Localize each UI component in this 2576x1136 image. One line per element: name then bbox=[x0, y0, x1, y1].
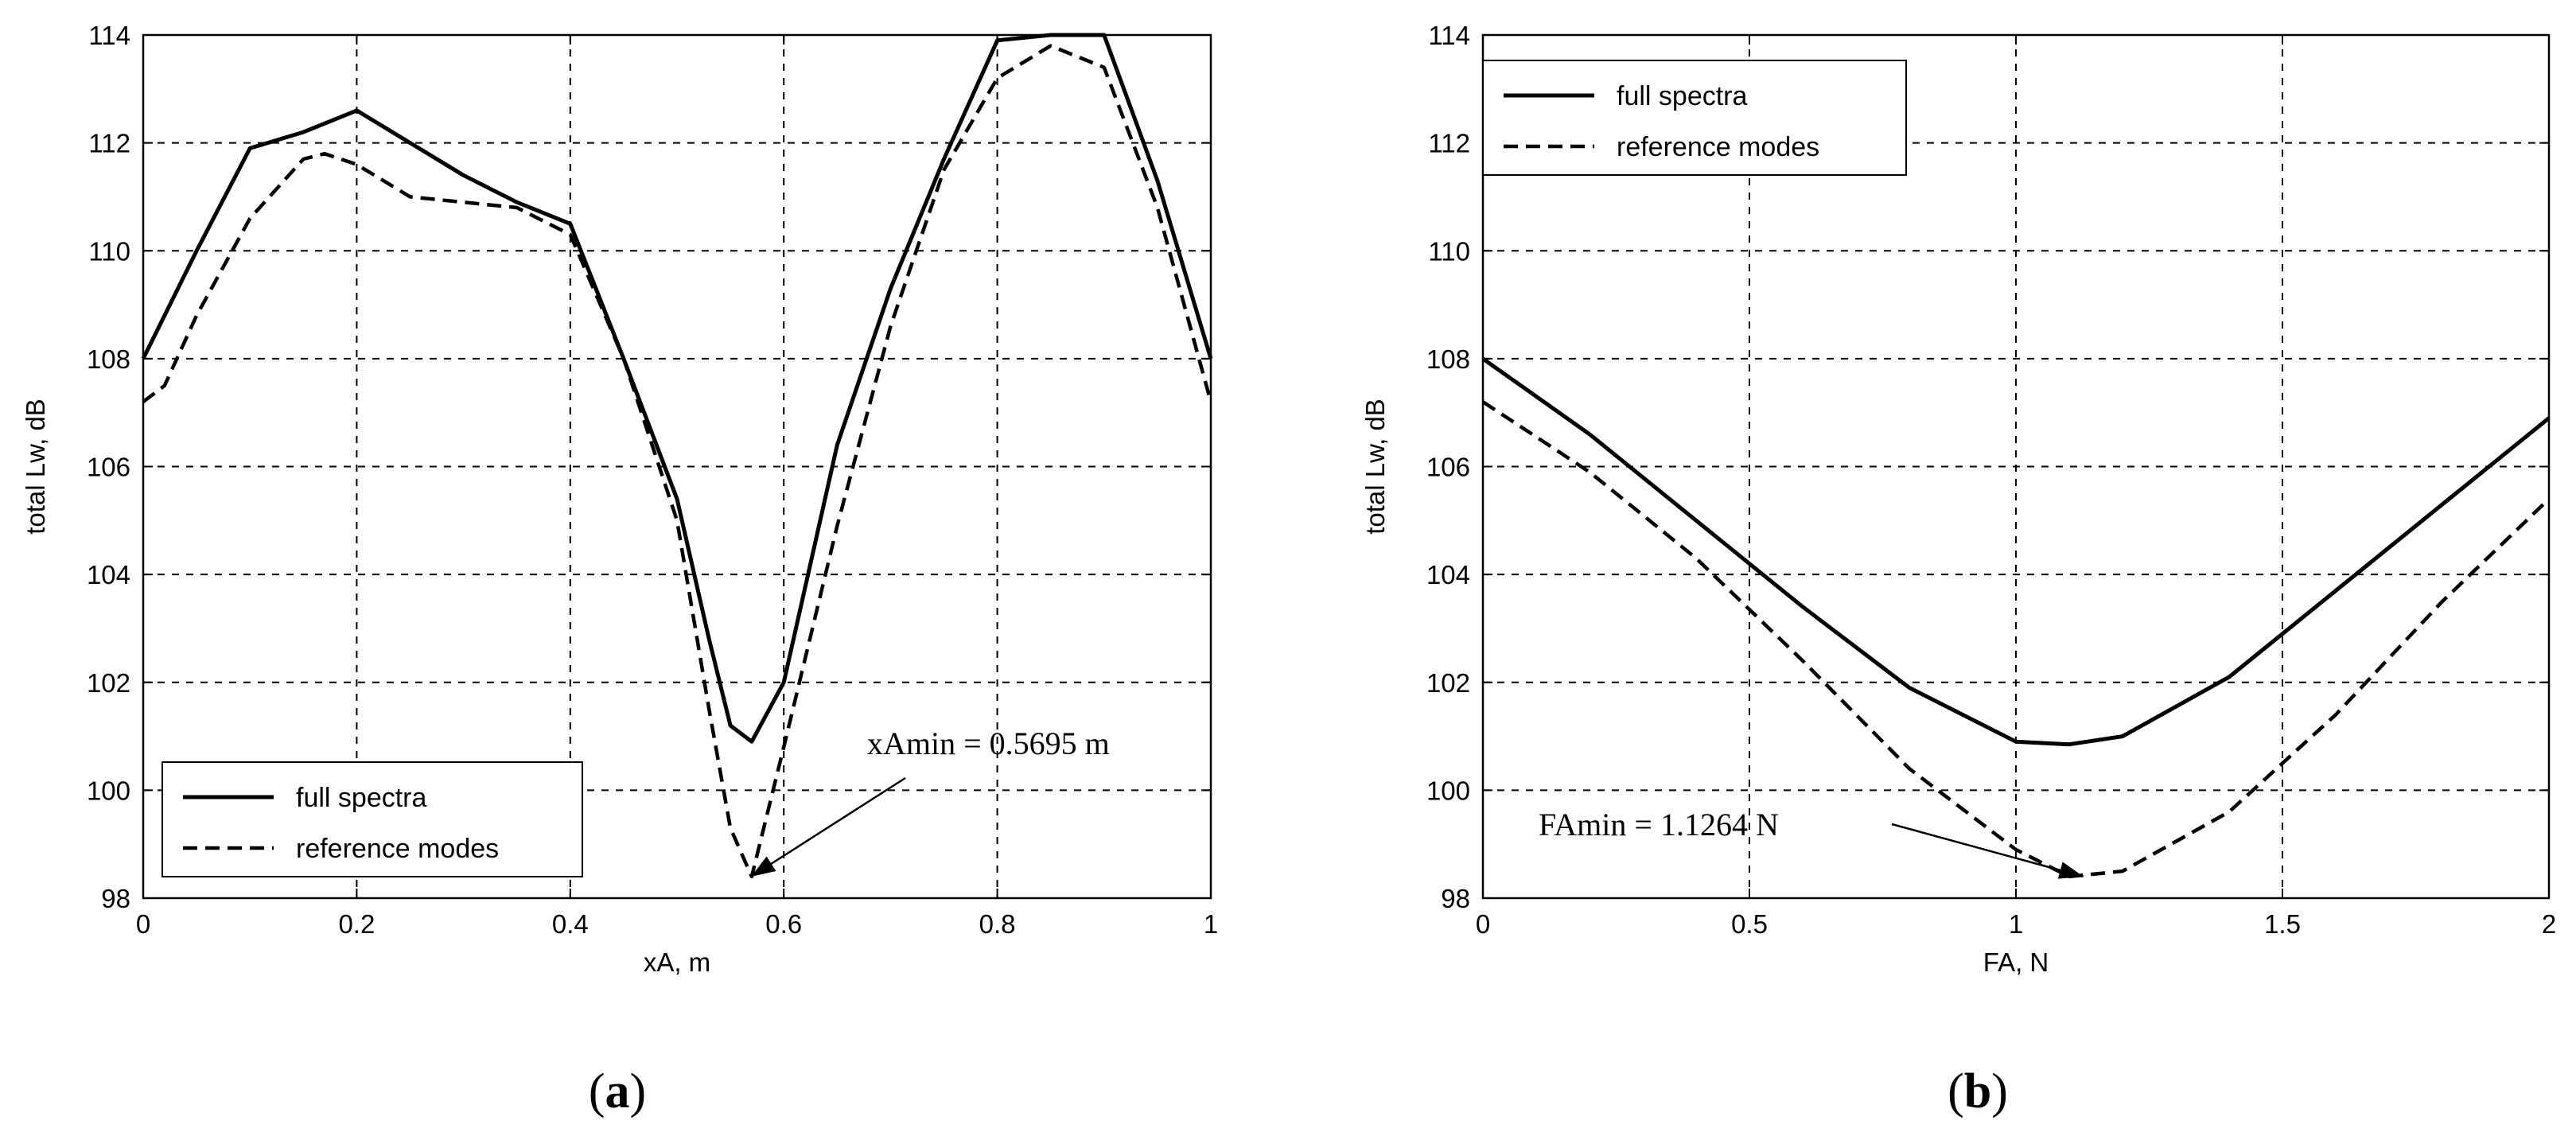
chart-a-ytick-label: 112 bbox=[88, 129, 130, 158]
chart-a-ytick-label: 108 bbox=[87, 344, 130, 374]
chart-b-xtick-label: 1 bbox=[2009, 909, 2023, 939]
chart-b-xtick-label: 0 bbox=[1476, 909, 1490, 939]
chart-b-annotation-text: FAmin = 1.1264 N bbox=[1539, 807, 1779, 842]
chart-a: 0 0.2 0.4 0.6 0.8 1 98 100 102 104 106 108 110 112 114… bbox=[21, 21, 1218, 1118]
chart-b-legend-label: full spectra bbox=[1617, 81, 1747, 111]
chart-b-annotation-arrowhead bbox=[2057, 862, 2084, 879]
chart-a-ylabel: total Lw, dB bbox=[21, 399, 50, 535]
chart-b-ytick-label: 98 bbox=[1441, 884, 1470, 913]
chart-a-ytick-label: 100 bbox=[87, 776, 130, 805]
chart-b-ytick-label: 108 bbox=[1426, 344, 1470, 374]
chart-a-annotation-text: xAmin = 0.5695 m bbox=[867, 726, 1110, 761]
chart-b-legend-box bbox=[1482, 60, 1907, 176]
chart-b-xtick-label: 2 bbox=[2542, 909, 2556, 939]
chart-b-legend: full spectra reference modes bbox=[1482, 60, 1907, 176]
chart-a-xtick-label: 0.4 bbox=[552, 909, 589, 939]
chart-b-ytick-label: 102 bbox=[1426, 668, 1470, 698]
chart-a-ytick-label: 98 bbox=[101, 884, 130, 913]
chart-a-legend-label: full spectra bbox=[296, 783, 426, 813]
chart-a-ytick-label: 110 bbox=[88, 236, 130, 266]
chart-a-annotation-arrowhead bbox=[751, 856, 776, 877]
chart-b-legend-label: reference modes bbox=[1617, 132, 1819, 162]
chart-b-ytick-label: 114 bbox=[1428, 21, 1470, 50]
chart-a-xtick-label: 0.6 bbox=[765, 909, 802, 939]
chart-a-xtick-label: 1 bbox=[1204, 909, 1218, 939]
chart-b-annotation-arrow bbox=[1891, 823, 2084, 878]
chart-a-ytick-label: 104 bbox=[87, 560, 130, 589]
chart-a-legend: full spectra reference modes bbox=[161, 761, 583, 877]
chart-b-series-full-spectra bbox=[1481, 356, 2551, 747]
chart-a-legend-label: reference modes bbox=[296, 834, 499, 864]
chart-b-ytick-label: 112 bbox=[1428, 129, 1470, 158]
chart-b-ylabel: total Lw, dB bbox=[1360, 399, 1390, 535]
chart-a-ytick-label: 102 bbox=[87, 668, 130, 698]
chart-a-xlabel: xA, m bbox=[644, 947, 710, 977]
chart-b-caption: (b) bbox=[1948, 1064, 2008, 1118]
chart-a-ytick-label: 114 bbox=[88, 21, 130, 50]
chart-b-ytick-label: 100 bbox=[1426, 776, 1470, 805]
chart-b-ytick-label: 106 bbox=[1426, 453, 1470, 482]
chart-a-series-full-spectra bbox=[141, 33, 1213, 744]
chart-b-xtick-label: 1.5 bbox=[2264, 909, 2301, 939]
chart-a-xtick-label: 0.2 bbox=[338, 909, 375, 939]
chart-a-series-reference-modes bbox=[142, 44, 1213, 879]
chart-a-legend-box bbox=[161, 761, 583, 877]
chart-a-caption: (a) bbox=[589, 1064, 646, 1118]
chart-b-xlabel: FA, N bbox=[1983, 947, 2049, 977]
chart-b-xtick-label: 0.5 bbox=[1731, 909, 1768, 939]
chart-b-ytick-label: 110 bbox=[1428, 236, 1470, 266]
chart-a-xtick-label: 0.8 bbox=[979, 909, 1016, 939]
chart-a-annotation-arrow bbox=[750, 776, 906, 877]
chart-a-xtick-label: 0 bbox=[136, 909, 150, 939]
chart-b-series-reference-modes bbox=[1481, 400, 2551, 879]
chart-b-ytick-label: 104 bbox=[1426, 560, 1470, 589]
chart-b: 0 0.5 1 1.5 2 98 100 102 104 106 108 110 112 114 FA, N… bbox=[1360, 21, 2556, 1118]
chart-a-ytick-label: 106 bbox=[87, 453, 130, 482]
